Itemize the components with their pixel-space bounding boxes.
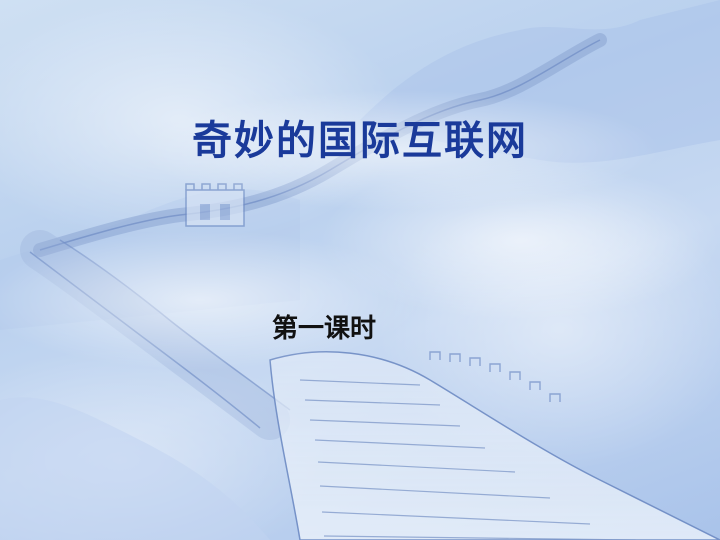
slide-subtitle: 第一课时 xyxy=(272,308,376,345)
slide-title: 奇妙的国际互联网 xyxy=(0,108,720,166)
foreground-rocks xyxy=(0,397,270,540)
wall-foreground-stairs xyxy=(270,352,720,540)
